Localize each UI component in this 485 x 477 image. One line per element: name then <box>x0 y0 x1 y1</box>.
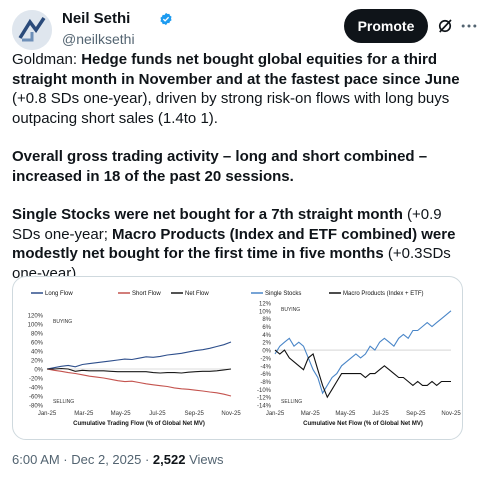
tweet-header: Neil Sethi @neilksethi Promote <box>12 8 477 50</box>
y-tick-label: -12% <box>257 396 272 402</box>
x-tick-label: Sep-25 <box>185 411 205 417</box>
y-tick-label: 20% <box>31 359 44 365</box>
y-tick-label: 0% <box>34 368 43 374</box>
legend-label: Short Flow <box>132 291 161 297</box>
y-tick-label: -60% <box>29 395 44 401</box>
y-tick-label: 120% <box>28 314 44 320</box>
x-axis-label: Cumulative Trading Flow (% of Global Net… <box>73 421 205 427</box>
tweet-bold-span: Hedge funds net bought global equities f… <box>12 51 460 88</box>
tweet-text-span: Goldman: <box>12 51 82 68</box>
y-tick-label: 12% <box>259 302 272 308</box>
series-line <box>274 310 452 395</box>
y-tick-label: -80% <box>29 404 44 410</box>
tweet-bold-span: Overall gross trading activity – long an… <box>12 148 428 185</box>
series-line <box>47 367 232 374</box>
tweet-text-span: (+0.9 SDs one-year; <box>12 206 442 243</box>
annotation-selling: SELLING <box>53 399 74 405</box>
tweet-bold-span: Macro Products (Index and ETF combined) … <box>12 225 456 263</box>
y-tick-label: 8% <box>262 317 271 323</box>
legend-label: Single Stocks <box>265 291 301 297</box>
x-axis-label: Cumulative Net Flow (% of Global Net MV) <box>303 421 423 427</box>
legend-label: Macro Products (Index + ETF) <box>343 291 424 297</box>
x-tick-label: Jan-25 <box>266 411 285 417</box>
tweet-paragraph-2: Overall gross trading activity – long an… <box>12 147 472 186</box>
x-tick-label: May-25 <box>111 411 132 417</box>
x-tick-label: Jul-25 <box>149 411 166 417</box>
charts-image: -80% -60% -40% -20% 0% 20% 40% 60% 80% 100% 120% Ja… <box>28 291 462 427</box>
tweet-bold-span: Single Stocks were net bought for a 7th … <box>12 206 403 223</box>
x-tick-label: Nov-25 <box>441 411 461 417</box>
legend-label: Net Flow <box>185 291 209 297</box>
y-tick-label: 40% <box>31 350 44 356</box>
y-tick-label: -14% <box>257 404 272 410</box>
views-count[interactable]: 2,522 <box>152 452 186 467</box>
grok-icon[interactable] <box>436 17 454 35</box>
y-tick-label: -8% <box>260 380 271 386</box>
series-line <box>274 349 451 399</box>
x-tick-label: Jan-25 <box>38 411 57 417</box>
verified-badge-icon <box>160 12 172 26</box>
y-tick-label: -2% <box>260 356 271 362</box>
avatar[interactable] <box>12 10 52 50</box>
y-tick-label: -6% <box>260 372 271 378</box>
tweet-text: Goldman: Hedge funds net bought global e… <box>12 50 472 302</box>
views-label: Views <box>185 452 224 467</box>
y-tick-label: 10% <box>259 309 272 315</box>
tweet-text-span: (+0.8 SDs one-year), driven by strong ri… <box>12 90 450 127</box>
promote-button[interactable]: Promote <box>344 9 428 43</box>
x-tick-label: Mar-25 <box>301 411 321 417</box>
y-tick-label: -10% <box>257 388 272 394</box>
x-tick-label: Jul-25 <box>372 411 389 417</box>
x-tick-label: May-25 <box>335 411 356 417</box>
annotation-buying: BUYING <box>53 319 72 325</box>
y-tick-label: -40% <box>29 386 44 392</box>
x-tick-label: Mar-25 <box>74 411 94 417</box>
y-tick-label: 80% <box>31 332 44 338</box>
y-tick-label: -20% <box>29 377 44 383</box>
y-tick-label: 4% <box>262 333 271 339</box>
tweet-paragraph-1: Goldman: Hedge funds net bought global e… <box>12 50 472 128</box>
legend-label: Long Flow <box>45 291 73 297</box>
timestamp[interactable]: 6:00 AM · Dec 2, 2025 · <box>12 452 153 467</box>
y-tick-label: 100% <box>28 323 44 329</box>
author-name[interactable]: Neil Sethi <box>62 10 131 27</box>
tweet-paragraph-3: Single Stocks were net bought for a 7th … <box>12 205 472 283</box>
y-tick-label: 0% <box>262 349 271 355</box>
y-tick-label: 2% <box>262 341 271 347</box>
y-tick-label: 60% <box>31 341 44 347</box>
annotation-buying: BUYING <box>281 307 300 313</box>
y-tick-label: 6% <box>262 325 271 331</box>
series-line <box>46 341 232 370</box>
x-tick-label: Nov-25 <box>221 411 241 417</box>
x-tick-label: Sep-25 <box>406 411 426 417</box>
tweet-meta: 6:00 AM · Dec 2, 2025 · 2,522 Views <box>12 452 224 467</box>
y-tick-label: -4% <box>260 364 271 370</box>
series-line <box>46 368 232 397</box>
more-icon[interactable] <box>459 16 479 36</box>
tweet-media-image[interactable]: -80% -60% -40% -20% 0% 20% 40% 60% 80% 100% 120% Ja… <box>12 276 463 440</box>
annotation-selling: SELLING <box>281 399 302 405</box>
author-handle[interactable]: @neilksethi <box>62 31 135 47</box>
